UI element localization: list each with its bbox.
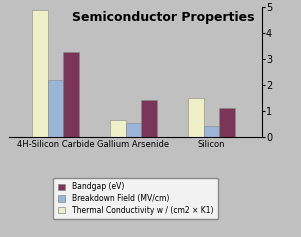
Bar [64, 52, 79, 137]
Legend: Bandgap (eV), Breakdown Field (MV/cm), Thermal Conductivity w / (cm2 × K1): Bandgap (eV), Breakdown Field (MV/cm), T… [53, 178, 218, 219]
Bar [188, 98, 203, 137]
Bar [126, 123, 141, 137]
Text: Semiconductor Properties: Semiconductor Properties [72, 11, 254, 24]
Bar [48, 80, 64, 137]
Bar [33, 10, 48, 137]
Bar [141, 100, 157, 137]
Bar [219, 108, 235, 137]
Bar [110, 120, 126, 137]
Bar [203, 126, 219, 137]
